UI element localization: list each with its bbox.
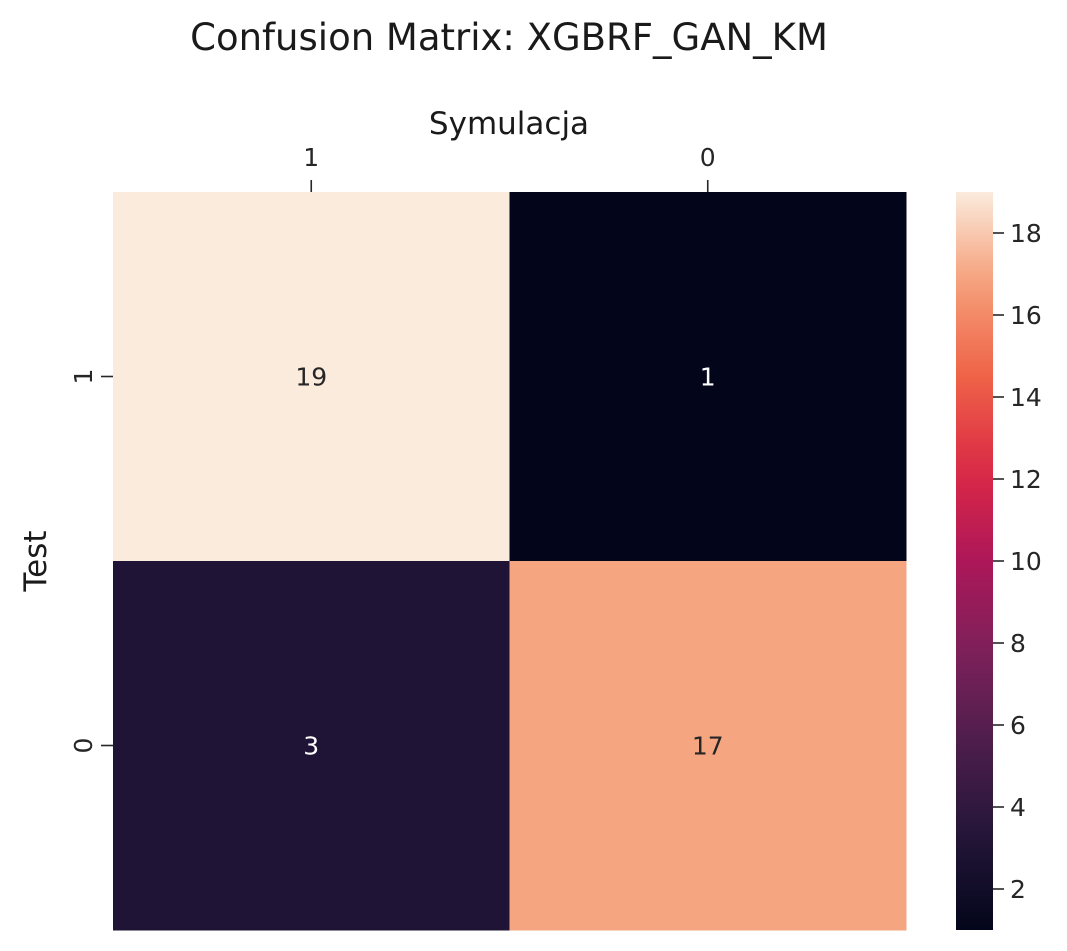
- heatmap-cell: [113, 192, 510, 562]
- colorbar-tick-label: 16: [1010, 301, 1042, 330]
- colorbar-tick-label: 4: [1010, 793, 1026, 822]
- cell-value-label: 1: [700, 363, 716, 392]
- colorbar-tick-label: 12: [1010, 465, 1042, 494]
- x-tick-label: 0: [700, 143, 716, 172]
- colorbar-tick-label: 2: [1010, 875, 1026, 904]
- x-axis-label: Symulacja: [429, 106, 589, 142]
- heatmap-cells: [113, 192, 907, 931]
- heatmap-cell-labels: 19 1 3 17: [295, 363, 723, 761]
- colorbar-ticks: 2 4 6 8 10 12 14 16 18: [993, 219, 1042, 904]
- cell-value-label: 3: [303, 732, 319, 761]
- chart-title: Confusion Matrix: XGBRF_GAN_KM: [190, 16, 828, 59]
- heatmap-cell: [113, 561, 510, 931]
- y-tick-label: 1: [69, 369, 98, 385]
- colorbar-tick-label: 8: [1010, 629, 1026, 658]
- colorbar-tick-label: 6: [1010, 711, 1026, 740]
- y-axis-ticks: 10: [69, 369, 113, 754]
- heatmap-cell: [509, 192, 907, 562]
- y-axis-label: Test: [18, 530, 54, 592]
- x-tick-label: 1: [303, 143, 319, 172]
- heatmap-cell: [509, 561, 907, 931]
- colorbar: [956, 192, 993, 930]
- colorbar-tick-label: 14: [1010, 383, 1042, 412]
- colorbar-tick-label: 10: [1010, 547, 1042, 576]
- cell-value-label: 17: [692, 732, 724, 761]
- colorbar-tick-label: 18: [1010, 219, 1042, 248]
- cell-value-label: 19: [295, 363, 327, 392]
- y-tick-label: 0: [69, 738, 98, 754]
